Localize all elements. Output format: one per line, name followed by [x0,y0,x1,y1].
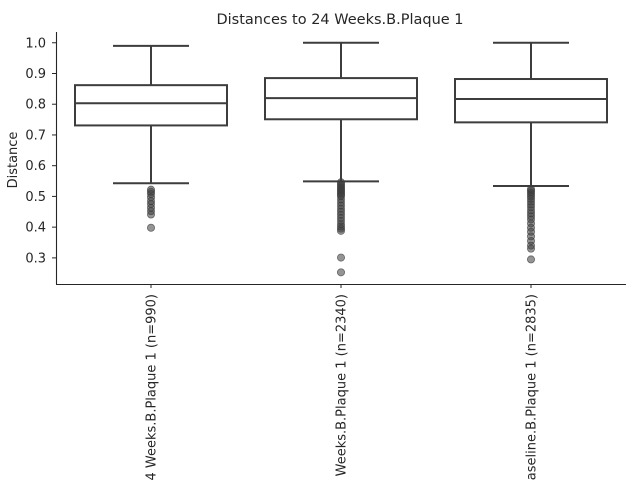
boxes [74,41,608,277]
y-tick-label: 0.9 [25,67,46,82]
y-tick-label: 0.8 [25,98,46,113]
outlier-point [146,223,155,232]
y-tick-label: 1.0 [25,36,46,51]
y-tick-label: 0.7 [25,128,46,143]
outlier-point [527,255,536,264]
y-tick-label: 0.4 [25,221,46,236]
y-axis-label: Distance [6,132,21,189]
box-group [454,41,608,264]
outlier-point [336,253,345,262]
outlier-point [336,268,345,277]
axes [55,32,626,286]
x-axis-ticks: 24 Weeks.B.Plaque 1 (n=990) 24 Weeks.B.Pl… [145,284,540,480]
outlier-point [146,210,155,219]
outlier-point [527,244,536,253]
box-iqr [454,78,608,124]
chart-title: Distances to 24 Weeks.B.Plaque 1 [216,12,463,28]
x-tick-label: Baseline.B.Plaque 1 (n=2835) [525,294,540,480]
y-tick-label: 0.6 [25,159,46,174]
y-axis-ticks: 0.3 0.4 0.5 0.6 0.7 0.8 0.9 1.0 [25,36,56,266]
y-tick-label: 0.5 [25,190,46,205]
box-iqr [74,84,228,127]
box-group [264,41,418,277]
box-group [74,44,228,232]
outlier-point [336,226,345,235]
x-tick-label: 24 Weeks.B.Plaque 1 (n=2340) [335,294,350,480]
x-tick-label: 24 Weeks.B.Plaque 1 (n=990) [145,294,160,480]
y-tick-label: 0.3 [25,251,46,266]
